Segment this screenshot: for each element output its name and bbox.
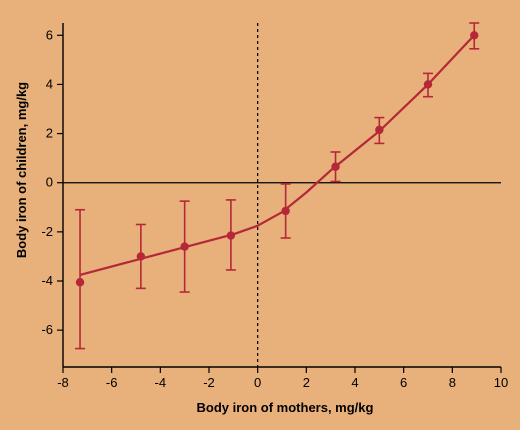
- data-point: [423, 80, 433, 89]
- x-tick-label: 0: [254, 375, 261, 390]
- reference-lines: [63, 23, 501, 367]
- x-tick-label: -4: [155, 375, 167, 390]
- x-tick-label: 10: [494, 375, 508, 390]
- y-tick-label: 0: [46, 175, 53, 190]
- data-point: [331, 162, 340, 171]
- y-tick-label: -4: [41, 273, 53, 288]
- axes: [62, 23, 501, 368]
- error-bars: [75, 22, 480, 350]
- x-tick-label: -6: [106, 375, 118, 390]
- data-point: [75, 278, 85, 287]
- data-point: [281, 206, 290, 216]
- data-points: [75, 31, 479, 287]
- y-tick-label: 2: [46, 126, 53, 141]
- x-tick-label: 8: [449, 375, 456, 390]
- data-point: [180, 242, 189, 251]
- data-point: [226, 231, 236, 240]
- x-tick-label: 2: [303, 375, 310, 390]
- y-tick-label: -2: [41, 224, 53, 239]
- data-point: [136, 252, 146, 261]
- y-axis-title: Body iron of children, mg/kg: [14, 82, 29, 258]
- x-tick-label: -8: [57, 375, 69, 390]
- y-tick-label: -6: [41, 322, 53, 337]
- y-tick-label: 6: [46, 27, 53, 42]
- x-axis-title: Body iron of mothers, mg/kg: [197, 400, 374, 415]
- x-tick-labels: -8 -6 -4 -2 0 2 4 6 8 10: [57, 375, 508, 390]
- x-tick-label: -2: [203, 375, 215, 390]
- data-point: [470, 31, 479, 40]
- x-tick-label: 6: [400, 375, 407, 390]
- data-point: [375, 125, 384, 135]
- y-tick-labels: -6 -4 -2 0 2 4 6: [41, 27, 53, 337]
- fit-line-group: [79, 34, 476, 276]
- fit-line: [79, 34, 476, 276]
- tick-marks: [57, 34, 502, 373]
- y-tick-label: 4: [46, 76, 53, 91]
- x-tick-label: 4: [351, 375, 358, 390]
